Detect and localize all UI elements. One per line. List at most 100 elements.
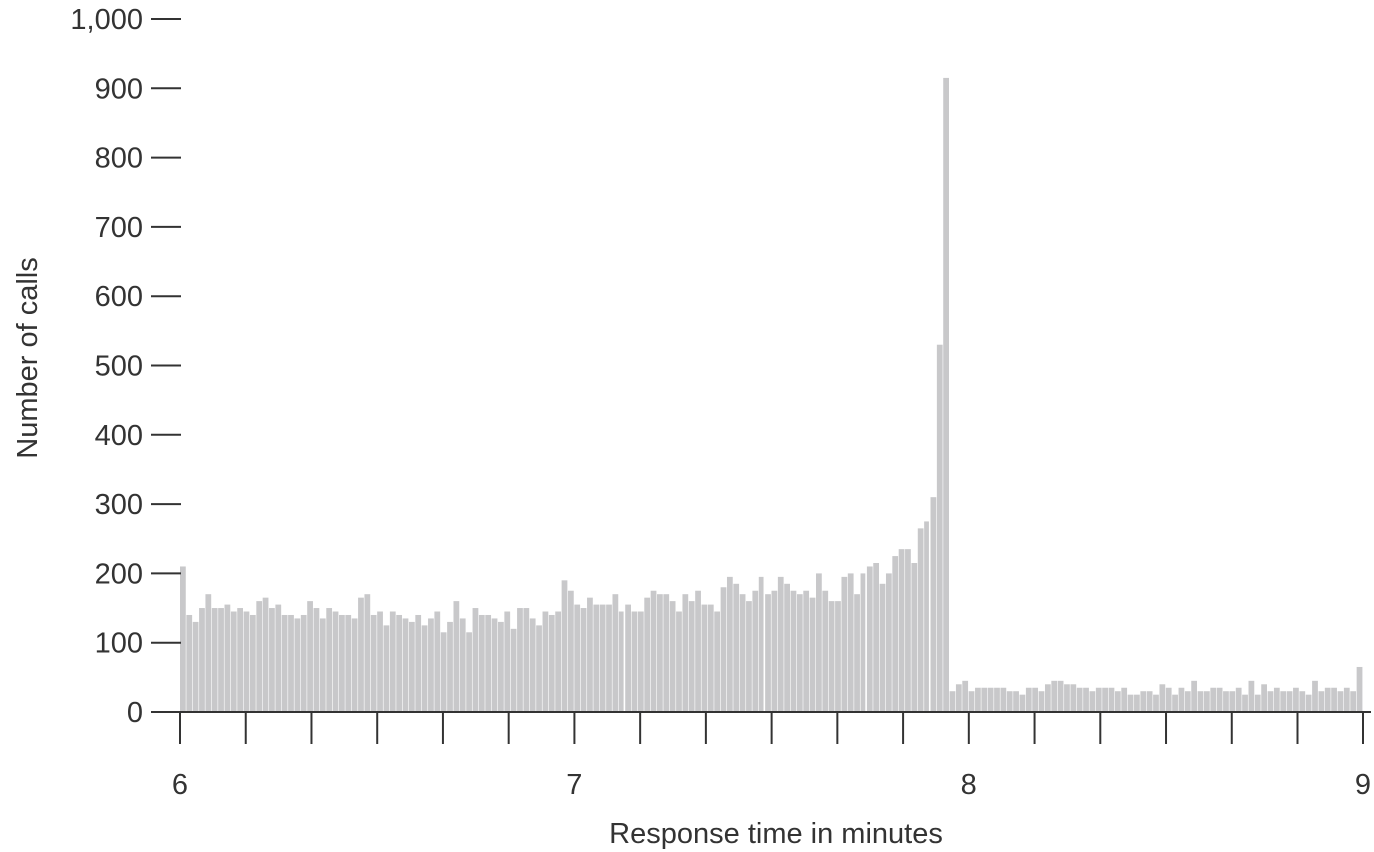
histogram-bar <box>389 611 396 712</box>
histogram-bar <box>618 611 624 712</box>
histogram-bar <box>548 614 555 712</box>
histogram-bar <box>504 611 511 712</box>
histogram-bar <box>1305 694 1312 712</box>
histogram-bar <box>281 614 288 712</box>
histogram-bar <box>275 604 282 712</box>
histogram-bar <box>631 611 638 712</box>
histogram-bar <box>644 597 651 712</box>
histogram-bar <box>1127 694 1134 712</box>
histogram-bar <box>428 618 434 712</box>
x-tick-label: 8 <box>961 769 977 801</box>
histogram-bar <box>587 597 593 712</box>
histogram-bar <box>835 601 841 712</box>
histogram-bar <box>796 594 803 712</box>
y-axis: 0 100 200 300 400 500 600 700 800 900 1,000 <box>70 4 181 729</box>
histogram-bar <box>758 576 764 712</box>
histogram-bar <box>606 604 612 712</box>
histogram-bar <box>854 594 860 712</box>
histogram-bar <box>695 590 701 712</box>
histogram-bar <box>847 573 854 712</box>
histogram-bar <box>1324 687 1331 712</box>
histogram-bar <box>777 576 784 712</box>
histogram-bar <box>1267 691 1274 712</box>
histogram-bar <box>472 608 479 712</box>
histogram-bar <box>326 608 333 712</box>
histogram-bar <box>536 625 542 713</box>
histogram-bar <box>1356 666 1363 712</box>
histogram-bar <box>1318 691 1325 712</box>
histogram-bar <box>1146 691 1153 712</box>
histogram-bar <box>523 608 530 712</box>
histogram-bar <box>975 687 981 712</box>
histogram-bar <box>612 594 619 712</box>
histogram-bar <box>784 583 790 712</box>
histogram-bar <box>1337 691 1344 712</box>
histogram-bar <box>1197 691 1204 712</box>
histogram-bar <box>1102 687 1108 712</box>
histogram-bar <box>1134 694 1140 712</box>
x-tick-label: 9 <box>1355 769 1371 801</box>
y-tick-label: 700 <box>95 212 143 244</box>
y-tick-label: 400 <box>95 420 143 452</box>
histogram-bar <box>440 632 447 712</box>
histogram-bar <box>459 618 466 712</box>
histogram-bar <box>822 590 829 712</box>
histogram-bar <box>478 614 485 712</box>
histogram-bar <box>943 77 949 712</box>
histogram-bar <box>790 590 797 712</box>
histogram-bar <box>466 632 472 712</box>
y-tick-label: 1,000 <box>70 4 143 36</box>
histogram-bar <box>1293 687 1299 712</box>
y-tick-label: 900 <box>95 73 143 105</box>
histogram-bar <box>1076 687 1083 712</box>
histogram-bar <box>1229 691 1236 712</box>
histogram-bar <box>1286 691 1293 712</box>
histogram-bar <box>358 597 364 712</box>
histogram-bar <box>402 618 409 712</box>
histogram-bar <box>968 691 975 712</box>
histogram-bar <box>224 604 231 712</box>
histogram-bar <box>1223 691 1229 712</box>
histogram-bar <box>955 684 962 712</box>
histogram-bar <box>905 549 911 712</box>
histogram-bar <box>192 621 199 712</box>
histogram-bar <box>294 618 301 712</box>
histogram-bar <box>396 614 403 712</box>
histogram-bar <box>733 583 740 712</box>
histogram-bar <box>1343 687 1350 712</box>
histogram-bar <box>1044 684 1051 712</box>
histogram-bar <box>199 608 205 712</box>
x-axis: 6 7 8 9 <box>151 711 1371 801</box>
y-tick-label: 200 <box>95 558 143 590</box>
histogram-bar <box>994 687 1000 712</box>
histogram-bar <box>803 590 810 712</box>
histogram-bar <box>1242 694 1248 712</box>
histogram-bar <box>1038 691 1045 712</box>
histogram-bar <box>930 497 937 712</box>
histogram-bar <box>574 604 581 712</box>
histogram-bar <box>1070 684 1077 712</box>
histogram-bar <box>377 611 383 712</box>
histogram-bar <box>1331 687 1337 712</box>
histogram-bar <box>510 628 517 712</box>
histogram-bar <box>1089 691 1096 712</box>
histogram-bar <box>1114 691 1121 712</box>
histogram-bar <box>1172 694 1178 712</box>
histogram-bar <box>1057 680 1064 712</box>
histogram-bar <box>1153 694 1159 712</box>
histogram-bar <box>1203 691 1210 712</box>
histogram-bar <box>1165 687 1172 712</box>
histogram-bar <box>1159 684 1166 712</box>
histogram-bar <box>987 687 994 712</box>
histogram-bar <box>1013 691 1019 712</box>
histogram-bar <box>726 576 733 712</box>
histogram-bar <box>657 594 663 712</box>
histogram-bar <box>485 614 492 712</box>
histogram-bar <box>828 601 835 712</box>
histogram-bar <box>1248 680 1255 712</box>
x-tick-label: 6 <box>172 769 188 801</box>
histogram-bar <box>860 573 866 712</box>
histogram-bar <box>498 621 504 712</box>
histogram-bar <box>1210 687 1217 712</box>
histogram-bar <box>1235 687 1242 712</box>
